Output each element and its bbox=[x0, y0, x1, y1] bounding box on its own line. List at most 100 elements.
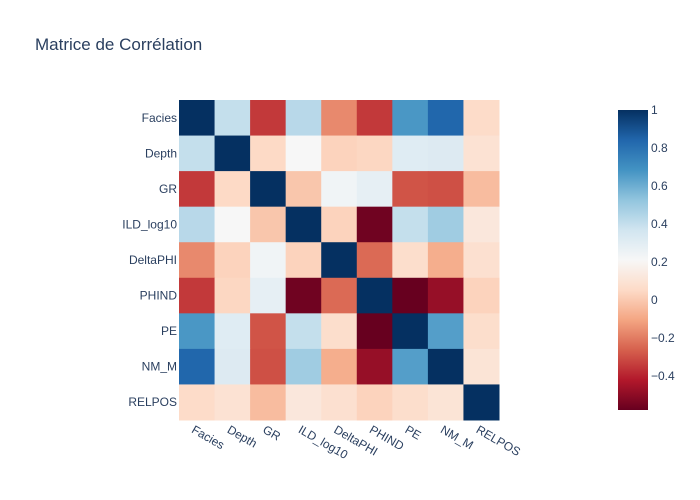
colorbar-tick-label: 0.2 bbox=[651, 255, 668, 269]
y-axis-tick-labels: Facies Depth GR ILD_log10 DeltaPHI PHIND PE NM_… bbox=[122, 111, 177, 409]
heatmap-cell bbox=[214, 348, 251, 385]
heatmap-cell bbox=[463, 277, 500, 314]
heatmap-cell bbox=[356, 135, 393, 172]
heatmap-cell bbox=[392, 348, 429, 385]
heatmap-cell bbox=[179, 135, 216, 172]
heatmap-cell bbox=[356, 313, 393, 350]
heatmap-cell bbox=[250, 242, 287, 279]
heatmap-cell bbox=[179, 277, 216, 314]
heatmap-cell bbox=[321, 277, 358, 314]
colorbar-tick-label: 0.4 bbox=[651, 217, 668, 231]
y-tick-label: DeltaPHI bbox=[129, 253, 177, 267]
heatmap-cell bbox=[214, 313, 251, 350]
colorbar bbox=[618, 110, 648, 410]
heatmap-cell bbox=[285, 384, 322, 421]
y-tick-label: GR bbox=[159, 182, 177, 196]
heatmap-cell bbox=[214, 135, 251, 172]
x-tick-label: RELPOS bbox=[474, 422, 523, 458]
heatmap-cell bbox=[214, 384, 251, 421]
heatmap-cell bbox=[463, 206, 500, 243]
heatmap-cell bbox=[250, 348, 287, 385]
heatmap-cell bbox=[179, 242, 216, 279]
y-tick-label: RELPOS bbox=[128, 395, 177, 409]
heatmap-cell bbox=[463, 135, 500, 172]
heatmap-cell bbox=[321, 100, 358, 137]
heatmap-cell bbox=[463, 384, 500, 421]
heatmap-cells bbox=[179, 100, 500, 421]
heatmap-cell bbox=[356, 100, 393, 137]
heatmap-cell bbox=[427, 348, 464, 385]
heatmap-cell bbox=[427, 135, 464, 172]
heatmap-cell bbox=[285, 313, 322, 350]
heatmap-cell bbox=[463, 242, 500, 279]
y-tick-label: PE bbox=[161, 324, 177, 338]
heatmap-cell bbox=[356, 277, 393, 314]
heatmap-cell bbox=[321, 348, 358, 385]
heatmap-cell bbox=[285, 135, 322, 172]
colorbar-tick-labels: 1 0.8 0.6 0.4 0.2 0 −0.2 −0.4 bbox=[651, 103, 675, 383]
heatmap-cell bbox=[179, 313, 216, 350]
heatmap-cell bbox=[214, 242, 251, 279]
heatmap-cell bbox=[214, 206, 251, 243]
heatmap-cell bbox=[392, 206, 429, 243]
chart-title: Matrice de Corrélation bbox=[35, 35, 202, 54]
heatmap-cell bbox=[356, 384, 393, 421]
heatmap-cell bbox=[285, 100, 322, 137]
heatmap-cell bbox=[285, 348, 322, 385]
heatmap-cell bbox=[427, 242, 464, 279]
x-tick-label: Facies bbox=[189, 422, 227, 452]
heatmap-cell bbox=[179, 206, 216, 243]
heatmap-cell bbox=[392, 384, 429, 421]
x-tick-label: GR bbox=[260, 422, 283, 443]
heatmap-cell bbox=[427, 206, 464, 243]
heatmap-cell bbox=[214, 277, 251, 314]
heatmap-cell bbox=[285, 206, 322, 243]
y-tick-label: Depth bbox=[145, 146, 177, 160]
heatmap-cell bbox=[214, 171, 251, 208]
heatmap-cell bbox=[356, 171, 393, 208]
heatmap-cell bbox=[321, 242, 358, 279]
colorbar-tick-label: 0.8 bbox=[651, 141, 668, 155]
heatmap-cell bbox=[321, 384, 358, 421]
heatmap-cell bbox=[179, 171, 216, 208]
heatmap-cell bbox=[250, 277, 287, 314]
colorbar-tick-label: 1 bbox=[651, 103, 658, 117]
heatmap-cell bbox=[392, 277, 429, 314]
heatmap-cell bbox=[392, 171, 429, 208]
heatmap-cell bbox=[250, 313, 287, 350]
heatmap-cell bbox=[392, 242, 429, 279]
heatmap-cell bbox=[285, 277, 322, 314]
heatmap-cell bbox=[356, 206, 393, 243]
heatmap-cell bbox=[463, 313, 500, 350]
heatmap-cell bbox=[427, 171, 464, 208]
heatmap-cell bbox=[427, 384, 464, 421]
heatmap-cell bbox=[427, 100, 464, 137]
heatmap-cell bbox=[250, 384, 287, 421]
colorbar-tick-label: 0 bbox=[651, 293, 658, 307]
heatmap-cell bbox=[427, 277, 464, 314]
heatmap-cell bbox=[356, 348, 393, 385]
heatmap-cell bbox=[250, 171, 287, 208]
heatmap-cell bbox=[463, 100, 500, 137]
heatmap-cell bbox=[285, 171, 322, 208]
heatmap-cell bbox=[392, 135, 429, 172]
y-tick-label: NM_M bbox=[142, 360, 177, 374]
heatmap-cell bbox=[179, 384, 216, 421]
heatmap-cell bbox=[179, 100, 216, 137]
heatmap-cell bbox=[356, 242, 393, 279]
x-tick-label: NM_M bbox=[438, 422, 476, 452]
colorbar-tick-label: −0.2 bbox=[651, 331, 675, 345]
heatmap-cell bbox=[250, 206, 287, 243]
x-tick-label: Depth bbox=[225, 422, 260, 450]
heatmap-cell bbox=[321, 135, 358, 172]
y-tick-label: ILD_log10 bbox=[122, 217, 177, 231]
heatmap-cell bbox=[321, 313, 358, 350]
heatmap-cell bbox=[214, 100, 251, 137]
heatmap-cell bbox=[285, 242, 322, 279]
heatmap-cell bbox=[427, 313, 464, 350]
y-tick-label: PHIND bbox=[140, 289, 178, 303]
heatmap-cell bbox=[321, 171, 358, 208]
heatmap-cell bbox=[463, 348, 500, 385]
colorbar-tick-label: 0.6 bbox=[651, 179, 668, 193]
